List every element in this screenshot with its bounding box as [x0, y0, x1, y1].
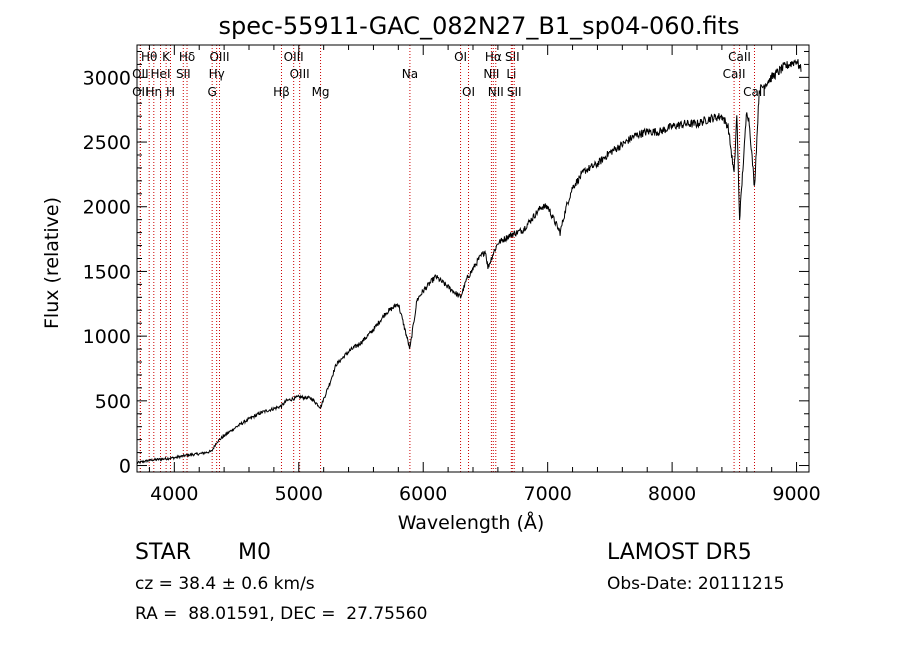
- x-axis: 4000 5000 6000 7000 8000 9000: [148, 45, 821, 505]
- spectrum-series: [136, 58, 802, 465]
- line-marker-label: OIII: [209, 50, 229, 64]
- line-marker-label: SII: [505, 50, 520, 64]
- line-marker-label: OI: [462, 85, 475, 99]
- survey-name: LAMOST DR5: [607, 540, 752, 565]
- x-tick-label: 4000: [150, 483, 198, 505]
- line-marker-label: OIII: [290, 67, 310, 81]
- line-marker-label: Hβ: [273, 85, 290, 99]
- object-class: STAR: [135, 540, 192, 565]
- line-marker-label: Hδ: [179, 50, 195, 64]
- y-tick-label: 2000: [83, 197, 131, 219]
- x-tick-label: 9000: [772, 483, 820, 505]
- y-tick-label: 0: [119, 456, 131, 478]
- line-marker-label: G: [208, 85, 217, 99]
- line-marker-label: Hθ: [141, 50, 157, 64]
- x-axis-label: Wavelength (Å): [398, 511, 545, 534]
- line-marker-label: Hγ: [209, 67, 225, 81]
- coordinates: RA = 88.01591, DEC = 27.75560: [135, 604, 428, 624]
- x-tick-label: 8000: [648, 483, 696, 505]
- x-tick-label: 5000: [275, 483, 323, 505]
- plot-frame: [136, 44, 810, 473]
- y-tick-label: 2500: [83, 132, 131, 154]
- object-subclass: M0: [238, 540, 271, 565]
- line-marker-label: HeI: [151, 67, 171, 81]
- line-marker-label: OII: [132, 85, 149, 99]
- line-marker-label: NII: [488, 85, 504, 99]
- spectrum-line: [136, 58, 802, 465]
- x-tick-label: 6000: [399, 483, 447, 505]
- line-marker-label: H: [166, 85, 175, 99]
- line-marker-label: CaII: [728, 50, 751, 64]
- line-marker-label: CaII: [723, 67, 746, 81]
- line-marker-label: SII: [176, 67, 191, 81]
- y-tick-label: 500: [95, 391, 131, 413]
- chart-title: spec-55911-GAC_082N27_B1_sp04-060.fits: [218, 12, 739, 40]
- line-marker-label: Mg: [312, 85, 330, 99]
- redshift-velocity: cz = 38.4 ± 0.6 km/s: [135, 574, 315, 594]
- line-marker-label: NII: [483, 67, 499, 81]
- y-axis-label: Flux (relative): [41, 197, 63, 329]
- line-marker-label: K: [162, 50, 171, 64]
- line-marker-label: OIII: [284, 50, 304, 64]
- line-marker-label: Na: [402, 67, 418, 81]
- y-tick-label: 3000: [83, 67, 131, 89]
- line-marker-label: SII: [507, 85, 522, 99]
- line-marker-label: Hη: [145, 85, 162, 99]
- y-tick-label: 1500: [83, 261, 131, 283]
- observation-date: Obs-Date: 20111215: [607, 574, 785, 594]
- line-marker-label: Li: [506, 67, 516, 81]
- line-marker-label: Hα: [485, 50, 502, 64]
- y-axis: 0 500 1000 1500 2000 2500 3000: [83, 50, 809, 478]
- line-marker-label: OI: [454, 50, 467, 64]
- y-tick-label: 1000: [83, 326, 131, 348]
- x-tick-label: 7000: [523, 483, 571, 505]
